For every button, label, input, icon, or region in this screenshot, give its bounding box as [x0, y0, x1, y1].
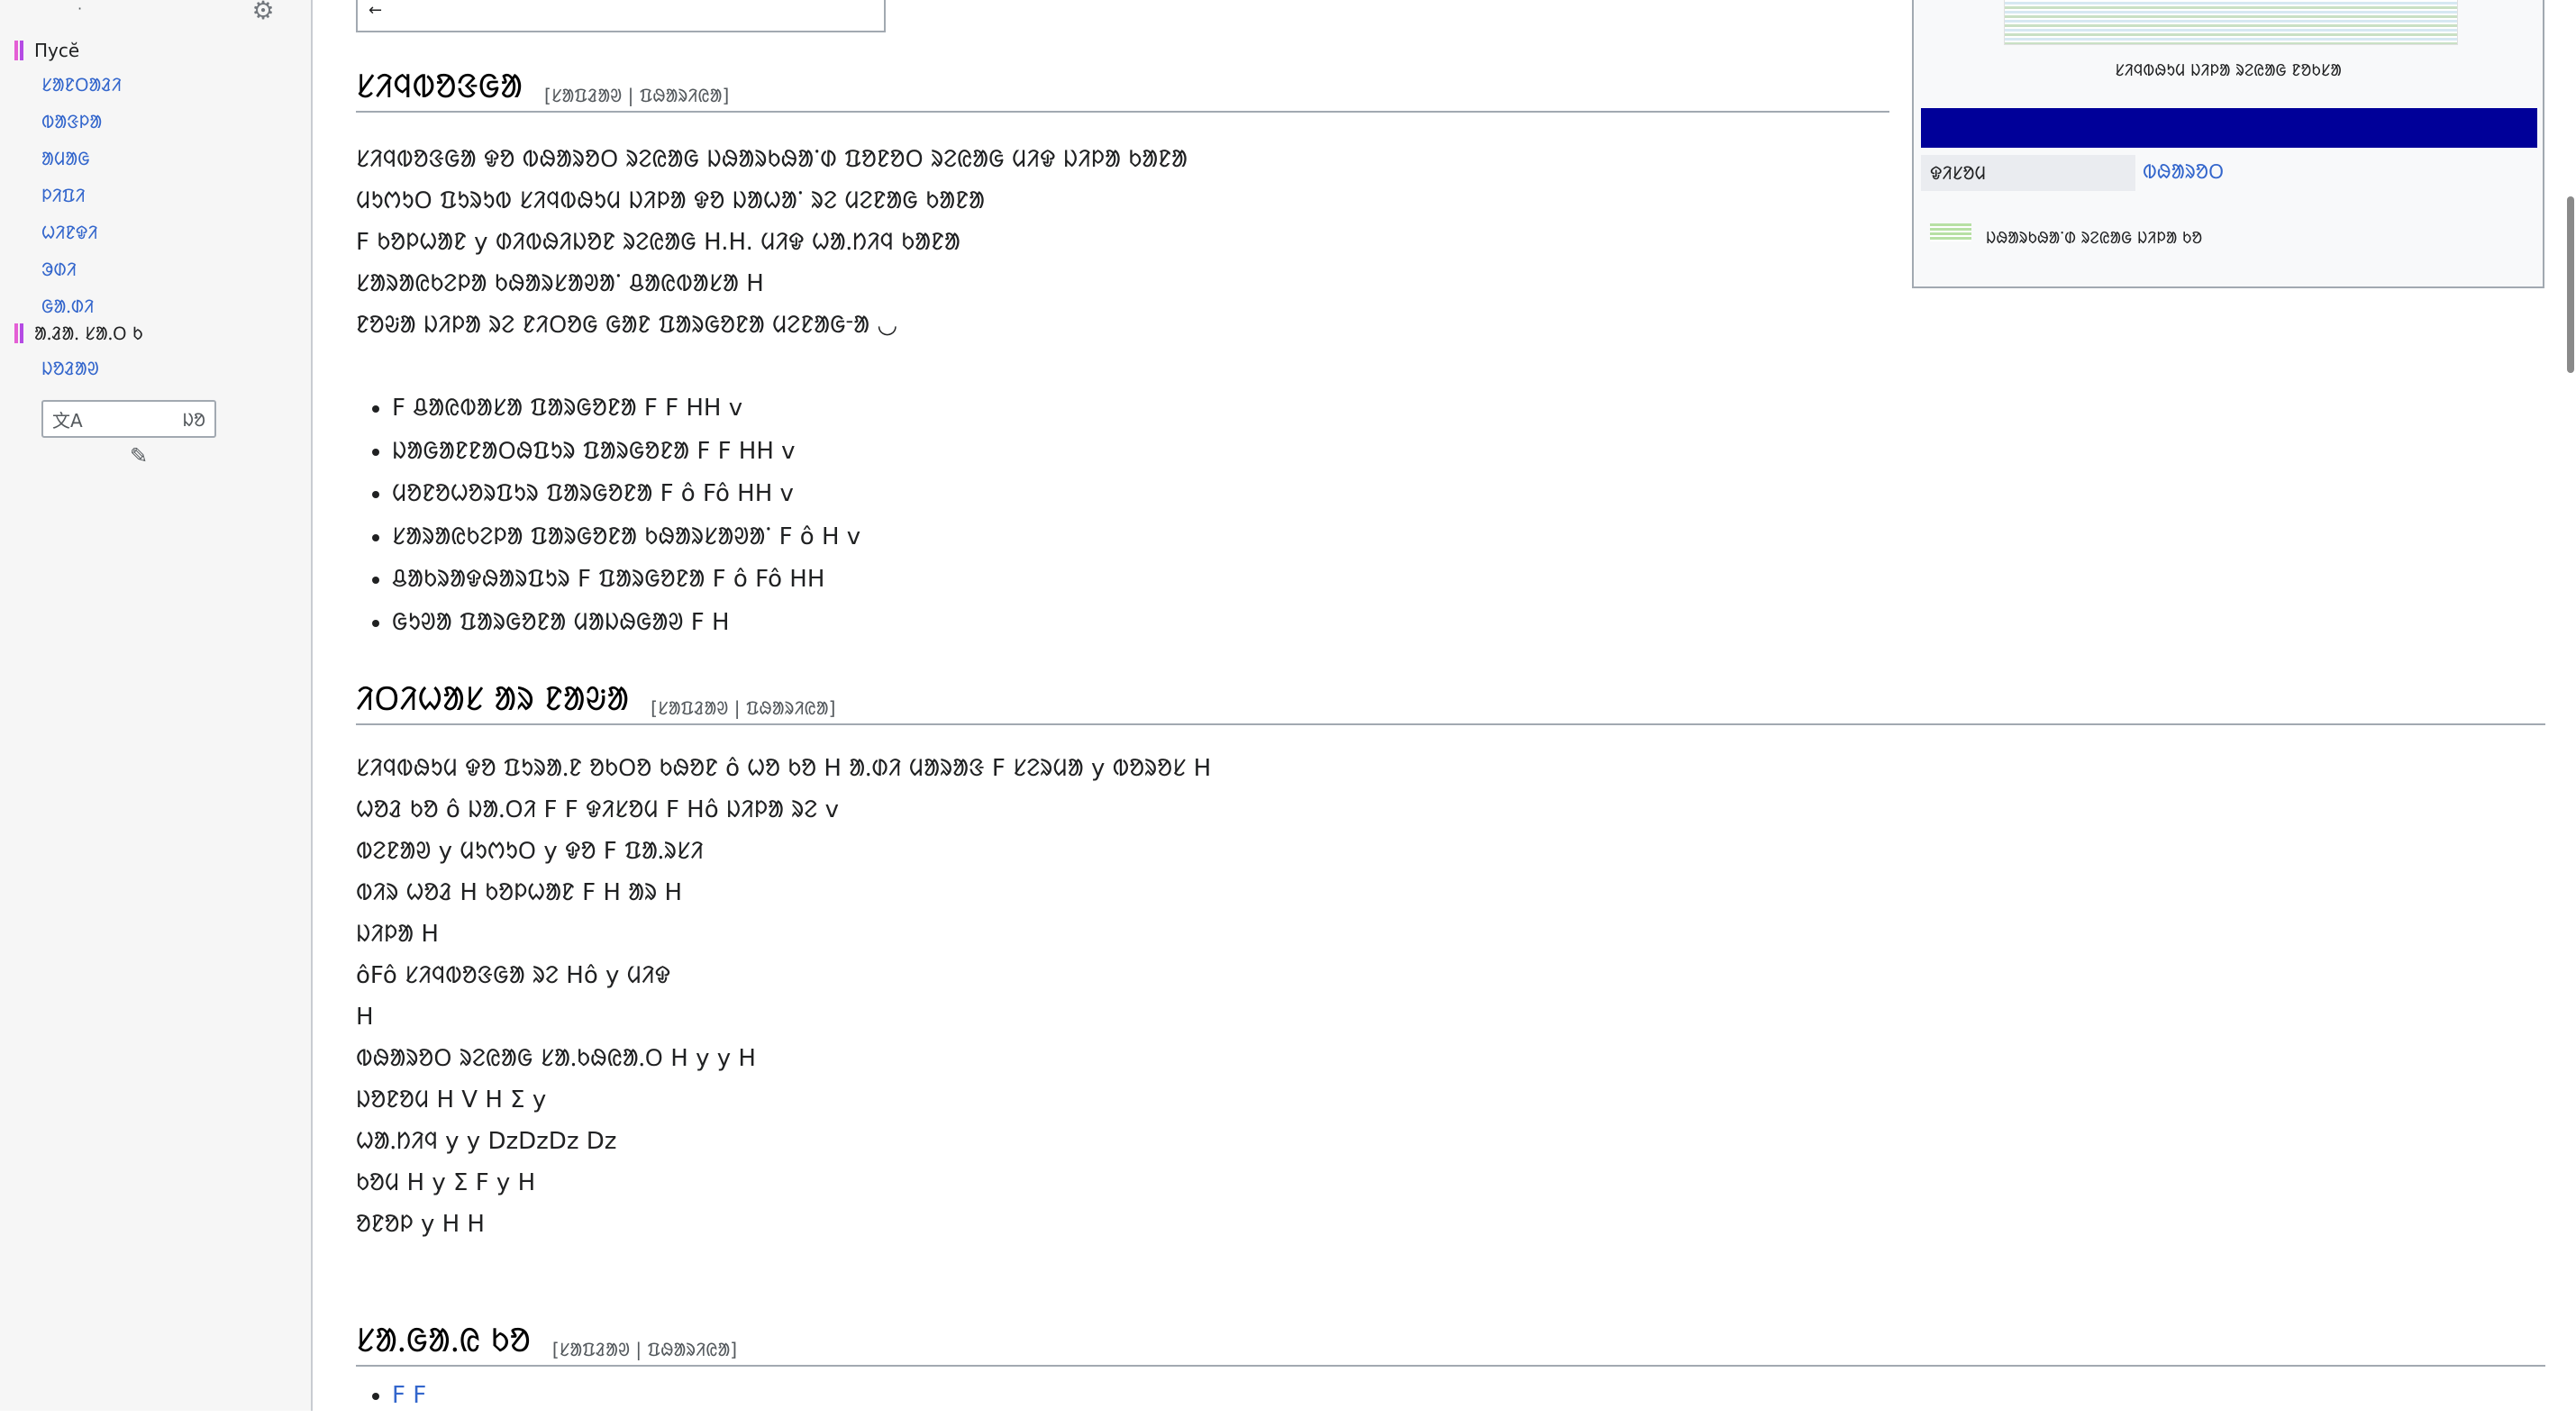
section-heading-1: ᱥᱤᱧᱵᱚᱝᱜᱟ [ᱥᱟᱯᱲᱟᱣ | ᱯᱷᱟᱨᱤᱭᱟ]: [356, 63, 1889, 113]
sidebar: · ⚙ Пусӗ ᱥᱟᱱᱛᱟᱲᱤ ᱵᱟᱝᱞᱟ ᱟᱢᱟᱜ ᱞᱤᱯᱤ ᱦᱤᱱᱫᱤ ᱳᱰᱤ ᱜᱟᱹ…: [0, 0, 313, 1411]
paragraph-line: ôFô ᱥᱤᱧᱵᱚᱝᱜᱟ ᱨᱮ Hô y ᱢᱤᱫ: [356, 962, 671, 989]
section-title: ᱥᱟᱹᱜᱟᱹᱭ ᱠᱚ: [356, 1323, 531, 1359]
infobox-footer: ᱡᱷᱟᱨᱠᱷᱟᱸᱰ ᱨᱮᱭᱟᱜ ᱡᱤᱞᱟ ᱠᱚ: [1986, 229, 2203, 248]
bullet-item: ᱪᱟᱠᱨᱟᱫᱷᱟᱨᱯᱩᱨ F ᱯᱟᱨᱜᱚᱱᱟ F ô Fô HH: [392, 559, 860, 602]
section-2-paragraph: ᱥᱤᱧᱵᱷᱩᱢ ᱫᱚ ᱯᱩᱨᱟᱹᱱ ᱚᱠᱛᱚ ᱠᱷᱚᱱ ô ᱦᱚ ᱠᱚ H ᱟᱹ…: [356, 748, 2536, 1245]
scrollbar-thumb[interactable]: [2567, 196, 2574, 373]
gear-icon[interactable]: ⚙: [251, 0, 275, 25]
paragraph-line: ᱢᱩᱬᱩᱛ ᱯᱩᱨᱩᱵ ᱥᱤᱧᱵᱷᱩᱢ ᱡᱤᱞᱟ ᱫᱚ ᱡᱟᱦᱟᱸ ᱨᱮ ᱢᱮᱱ…: [356, 187, 986, 214]
section-title: ᱥᱤᱧᱵᱚᱝᱜᱟ: [356, 68, 523, 105]
section-heading-3: ᱥᱟᱹᱜᱟᱹᱭ ᱠᱚ [ᱥᱟᱯᱲᱟᱣ | ᱯᱷᱟᱨᱤᱭᱟ]: [356, 1317, 2545, 1367]
sidebar-heading-label: ᱟᱹᱲᱟᱹ ᱥᱟᱹᱛ ᱠ: [34, 323, 143, 344]
sidebar-language-item[interactable]: ᱵᱟᱝᱞᱟ: [41, 111, 103, 132]
sidebar-language-item[interactable]: ᱳᱰᱤ: [41, 259, 77, 280]
sidebar-section-languages: Пусӗ ᱥᱟᱱᱛᱟᱲᱤ ᱵᱟᱝᱞᱟ ᱟᱢᱟᱜ ᱞᱤᱯᱤ ᱦᱤᱱᱫᱤ ᱳᱰᱤ ᱜᱟᱹᱰᱤ: [14, 40, 303, 325]
paragraph-line: ᱡᱤᱞᱟ H: [356, 921, 439, 948]
sidebar-language-item[interactable]: ᱟᱢᱟᱜ: [41, 148, 90, 169]
section-1-paragraph: ᱥᱤᱧᱵᱚᱝᱜᱟ ᱫᱚ ᱵᱷᱟᱨᱚᱛ ᱨᱮᱭᱟᱜ ᱡᱷᱟᱨᱠᱷᱟᱸᱰ ᱯᱚᱱᱚᱛ…: [356, 139, 1888, 346]
section-1-bullet-list: F ᱪᱟᱭᱵᱟᱥᱟ ᱯᱟᱨᱜᱚᱱᱟ F F HH vᱡᱟᱜᱟᱱᱱᱟᱛᱷᱯᱩᱨ ᱯ…: [374, 387, 860, 644]
language-color-icon: [14, 41, 27, 60]
sidebar-language-item[interactable]: ᱜᱟᱹᱰᱤ: [41, 295, 95, 317]
paragraph-line: ᱥᱤᱧᱵᱚᱝᱜᱟ ᱫᱚ ᱵᱷᱟᱨᱚᱛ ᱨᱮᱭᱟᱜ ᱡᱷᱟᱨᱠᱷᱟᱸᱰ ᱯᱚᱱᱚᱛ…: [356, 146, 1188, 173]
language-search-input[interactable]: 文A ᱡᱚ: [41, 400, 216, 438]
section-3-bullet-list: F F: [374, 1375, 426, 1418]
paragraph-line: ᱵᱤᱨ ᱦᱚᱲ H ᱠᱚᱞᱦᱟᱱ F H ᱟᱨ H: [356, 879, 683, 906]
paragraph-line: ᱡᱚᱱᱚᱢ H V H Σ y: [356, 1086, 547, 1113]
translate-icon: 文A: [52, 409, 83, 432]
paragraph-line: ᱦᱚᱲ ᱠᱚ ô ᱡᱟᱹᱛᱤ F F ᱫᱤᱥᱚᱢ F Hô ᱡᱤᱞᱟ ᱨᱮ v: [356, 796, 839, 823]
edit-section-link[interactable]: [ᱥᱟᱯᱲᱟᱣ | ᱯᱷᱟᱨᱤᱭᱟ]: [544, 85, 730, 106]
sidebar-section-tools: ᱟᱹᱲᱟᱹ ᱥᱟᱹᱛ ᱠ ᱡᱚᱲᱟᱣ: [14, 321, 303, 387]
sidebar-heading-label: Пусӗ: [34, 40, 80, 61]
language-color-icon: [14, 323, 27, 343]
bullet-item: ᱥᱟᱨᱟᱭᱠᱮᱞᱟ ᱯᱟᱨᱜᱚᱱᱟ ᱠᱷᱟᱨᱥᱟᱣᱟᱸ F ô H v: [392, 516, 860, 559]
sidebar-section-heading[interactable]: Пусӗ: [14, 40, 303, 61]
infobox-header-band: [1921, 108, 2537, 148]
infobox: ᱥᱤᱧᱵᱷᱩᱢ ᱡᱤᱞᱟ ᱨᱮᱭᱟᱜ ᱱᱚᱠᱥᱟ ᱫᱤᱥᱚᱢ ᱵᱷᱟᱨᱚᱛ ᱡᱷ…: [1912, 0, 2544, 288]
tools-list: ᱡᱚᱲᱟᱣ: [14, 350, 303, 387]
scrollbar[interactable]: [2563, 0, 2576, 1411]
infobox-value-link[interactable]: ᱵᱷᱟᱨᱚᱛ: [2143, 161, 2225, 184]
paragraph-line: F ᱠᱚᱞᱦᱟᱱ y ᱰᱤᱵᱷᱤᱡᱚᱱ ᱨᱮᱭᱟᱜ H.H. ᱢᱤᱫ ᱦᱟᱹᱴᱤ…: [356, 229, 960, 256]
bullet-item: F ᱪᱟᱭᱵᱟᱥᱟ ᱯᱟᱨᱜᱚᱱᱟ F F HH v: [392, 387, 860, 431]
sidebar-dot: ·: [77, 0, 83, 17]
sidebar-language-item[interactable]: ᱦᱤᱱᱫᱤ: [41, 222, 98, 243]
paragraph-line: ᱠᱚᱢ H y Σ F y H: [356, 1169, 536, 1196]
top-box[interactable]: ←: [356, 0, 886, 32]
paragraph-line: ᱦᱟᱹᱴᱤᱧ y y DzDzDz Dz: [356, 1128, 617, 1155]
bullet-item-link[interactable]: F F: [392, 1382, 427, 1409]
bullet-item: F F: [392, 1375, 426, 1418]
sidebar-language-item[interactable]: ᱥᱟᱱᱛᱟᱲᱤ: [41, 74, 122, 95]
paragraph-line: ᱥᱟᱨᱟᱭᱠᱮᱞᱟ ᱠᱷᱟᱨᱥᱟᱣᱟᱸ ᱪᱟᱭᱵᱟᱥᱟ H: [356, 270, 764, 297]
pencil-icon[interactable]: ✎: [130, 443, 149, 468]
paragraph-line: H: [356, 1004, 374, 1031]
edit-section-link[interactable]: [ᱥᱟᱯᱲᱟᱣ | ᱯᱷᱟᱨᱤᱭᱟ]: [651, 697, 836, 719]
sidebar-tool-item[interactable]: ᱡᱚᱲᱟᱣ: [41, 358, 99, 379]
paragraph-line: ᱚᱱᱚᱞ y H H: [356, 1211, 485, 1238]
infobox-label: ᱫᱤᱥᱚᱢ: [1921, 155, 2135, 191]
sidebar-section-heading[interactable]: ᱟᱹᱲᱟᱹ ᱥᱟᱹᱛ ᱠ: [14, 321, 303, 345]
paragraph-line: ᱥᱤᱧᱵᱷᱩᱢ ᱫᱚ ᱯᱩᱨᱟᱹᱱ ᱚᱠᱛᱚ ᱠᱷᱚᱱ ô ᱦᱚ ᱠᱚ H ᱟᱹ…: [356, 755, 1212, 782]
bullet-item: ᱜᱩᱣᱟ ᱯᱟᱨᱜᱚᱱᱟ ᱢᱟᱡᱷᱜᱟᱣ F H: [392, 602, 860, 645]
main-content: ← ᱥᱤᱧᱵᱚᱝᱜᱟ [ᱥᱟᱯᱲᱟᱣ | ᱯᱷᱟᱨᱤᱭᱟ] ᱥᱤᱧᱵᱚᱝᱜᱟ ᱫ…: [356, 0, 2545, 1411]
paragraph-line: ᱵᱮᱱᱟᱣ y ᱢᱩᱬᱩᱛ y ᱫᱚ F ᱯᱟᱹᱨᱥᱤ: [356, 838, 704, 865]
flag-icon: [1930, 223, 1971, 241]
paragraph-line: ᱵᱷᱟᱨᱚᱛ ᱨᱮᱭᱟᱜ ᱥᱟᱹᱠᱷᱭᱟᱹᱛ H y y H: [356, 1045, 756, 1072]
section-heading-2: ᱤᱛᱤᱦᱟᱥ ᱟᱨ ᱱᱟᱶᱟ [ᱥᱟᱯᱲᱟᱣ | ᱯᱷᱟᱨᱤᱭᱟ]: [356, 676, 2545, 725]
language-input-value: ᱡᱚ: [182, 408, 205, 431]
paragraph-line: ᱱᱚᱶᱟ ᱡᱤᱞᱟ ᱨᱮ ᱱᱤᱛᱚᱜ ᱜᱟᱱ ᱯᱟᱨᱜᱚᱱᱟ ᱢᱮᱱᱟᱜᱼᱟ ◡: [356, 312, 898, 339]
edit-section-link[interactable]: [ᱥᱟᱯᱲᱟᱣ | ᱯᱷᱟᱨᱤᱭᱟ]: [551, 1339, 738, 1360]
location-map[interactable]: [2004, 0, 2458, 45]
bullet-item: ᱢᱚᱱᱚᱦᱚᱨᱯᱩᱨ ᱯᱟᱨᱜᱚᱱᱟ F ô Fô HH v: [392, 473, 860, 516]
section-title: ᱤᱛᱤᱦᱟᱥ ᱟᱨ ᱱᱟᱶᱟ: [356, 681, 630, 718]
sidebar-language-item[interactable]: ᱞᱤᱯᱤ: [41, 185, 86, 206]
map-caption: ᱥᱤᱧᱵᱷᱩᱢ ᱡᱤᱞᱟ ᱨᱮᱭᱟᱜ ᱱᱚᱠᱥᱟ: [2115, 61, 2342, 80]
bullet-item: ᱡᱟᱜᱟᱱᱱᱟᱛᱷᱯᱩᱨ ᱯᱟᱨᱜᱚᱱᱟ F F HH v: [392, 431, 860, 474]
language-list: ᱥᱟᱱᱛᱟᱲᱤ ᱵᱟᱝᱞᱟ ᱟᱢᱟᱜ ᱞᱤᱯᱤ ᱦᱤᱱᱫᱤ ᱳᱰᱤ ᱜᱟᱹᱰᱤ: [14, 67, 303, 325]
